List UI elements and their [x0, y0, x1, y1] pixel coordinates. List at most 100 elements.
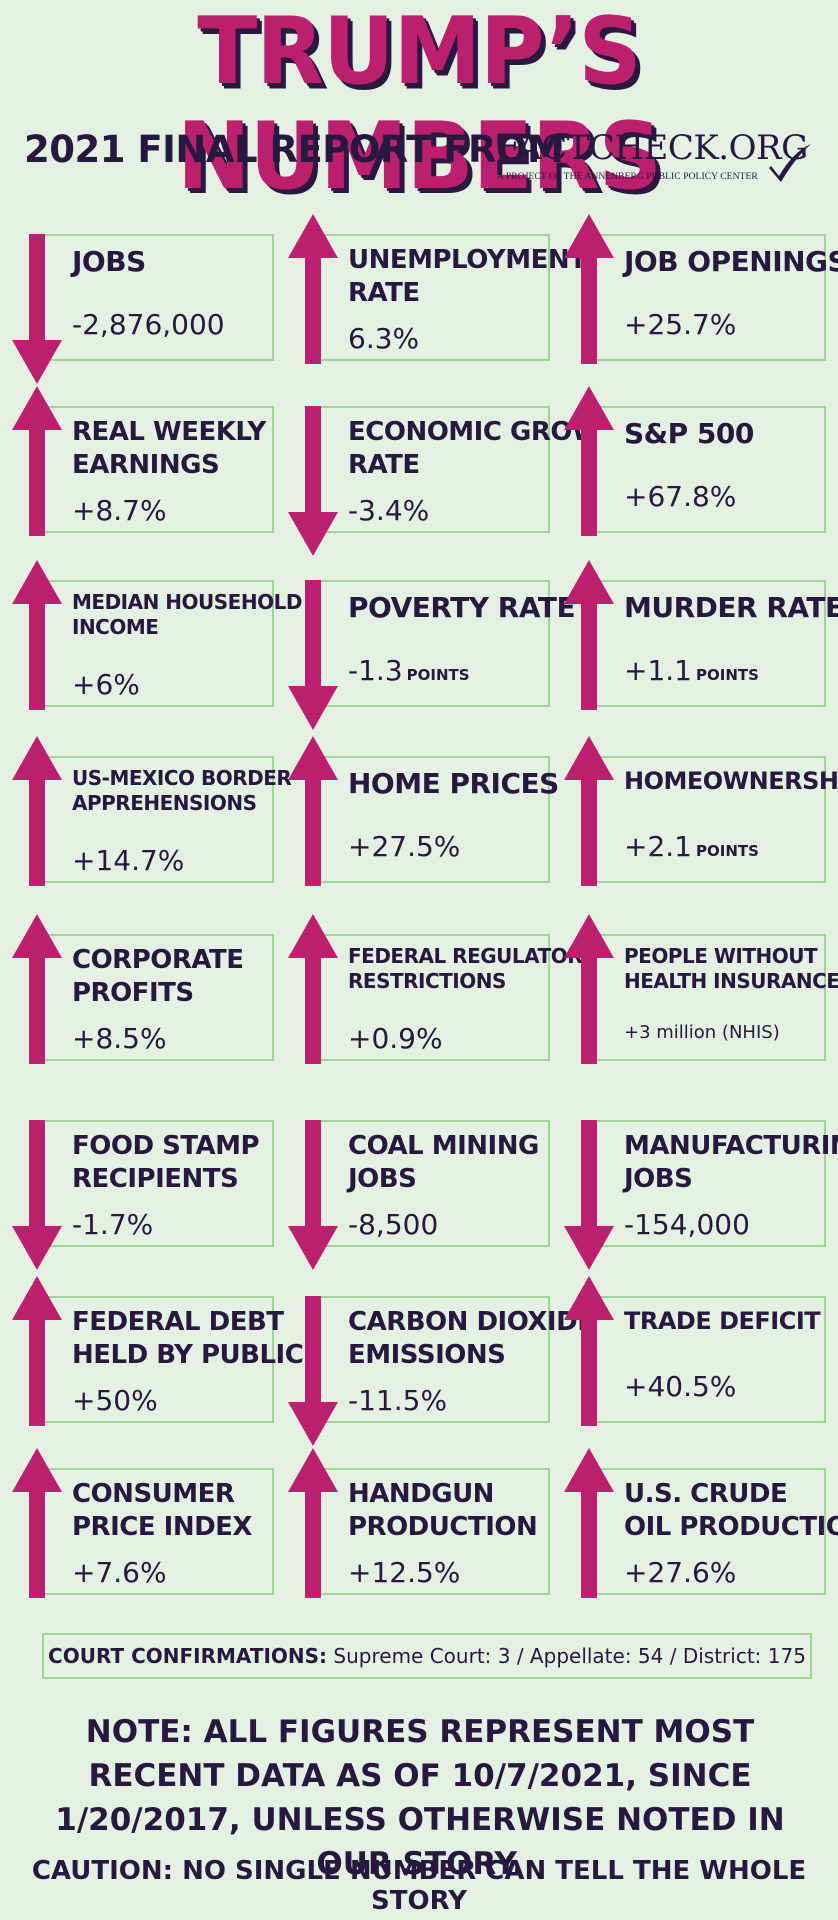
- up-arrow-icon: [12, 1276, 62, 1430]
- metric-value-text: 6.3%: [348, 322, 420, 355]
- metric-value-text: +27.6%: [624, 1556, 737, 1589]
- checkmark-icon: [769, 144, 811, 182]
- up-arrow-icon: [288, 914, 338, 1068]
- metric-value: +12.5%: [348, 1556, 460, 1589]
- up-arrow-icon: [12, 1448, 62, 1602]
- metric-value-text: -1.3: [348, 654, 403, 687]
- metric-value-text: +8.5%: [72, 1022, 167, 1055]
- page-title: TRUMP’S NUMBERS: [176, 0, 662, 211]
- metric-value-text: +12.5%: [348, 1556, 461, 1589]
- up-arrow-icon: [564, 736, 614, 890]
- down-arrow-icon: [12, 1120, 62, 1274]
- metric-label: CONSUMER PRICE INDEX: [72, 1479, 252, 1542]
- metric-box: [590, 756, 826, 883]
- metric-label: JOBS: [72, 245, 146, 278]
- metric-unit: POINTS: [696, 842, 759, 860]
- metric-box: [590, 1468, 826, 1595]
- report-subtitle: 2021 FINAL REPORT FROM: [24, 128, 564, 171]
- metric-tile: CORPORATE PROFITS +8.5%: [8, 914, 278, 1074]
- metric-value: +2.1 POINTS: [624, 830, 759, 863]
- metric-value: -2,876,000: [72, 308, 225, 341]
- metric-value: +3 million (NHIS): [624, 1022, 780, 1043]
- metric-value: +7.6%: [72, 1556, 167, 1589]
- metric-value-text: -8,500: [348, 1208, 439, 1241]
- up-arrow-icon: [12, 560, 62, 714]
- up-arrow-icon: [564, 214, 614, 368]
- metric-label: JOB OPENINGS: [624, 245, 838, 278]
- metric-label: MEDIAN HOUSEHOLD INCOME: [72, 590, 302, 639]
- metric-unit: POINTS: [696, 666, 759, 684]
- metric-tile: PEOPLE WITHOUT HEALTH INSURANCE +3 million…: [560, 914, 838, 1074]
- metric-value: +8.5%: [72, 1022, 167, 1055]
- metric-label: REAL WEEKLY EARNINGS: [72, 417, 266, 480]
- down-arrow-icon: [12, 234, 62, 388]
- metric-box: [38, 934, 274, 1061]
- metric-label: CORPORATE PROFITS: [72, 945, 244, 1008]
- court-label: COURT CONFIRMATIONS:: [48, 1644, 328, 1668]
- metric-value-text: +8.7%: [72, 494, 167, 527]
- metric-value: +25.7%: [624, 308, 736, 341]
- up-arrow-icon: [564, 560, 614, 714]
- metric-value: -1.7%: [72, 1208, 153, 1241]
- metric-label: US-MEXICO BORDER APPREHENSIONS: [72, 766, 292, 815]
- court-text: Supreme Court: 3 / Appellate: 54 / Distr…: [333, 1644, 806, 1668]
- metric-label: FEDERAL DEBT HELD BY PUBLIC: [72, 1307, 304, 1370]
- metric-tile: CARBON DIOXIDE EMISSIONS -11.5%: [284, 1276, 595, 1446]
- metric-value: -3.4%: [348, 494, 429, 527]
- down-arrow-icon: [288, 1120, 338, 1274]
- metric-label: HOME PRICES: [348, 767, 559, 800]
- metric-value: +8.7%: [72, 494, 167, 527]
- metric-tile: JOB OPENINGS +25.7%: [560, 214, 838, 374]
- metric-box: [314, 934, 550, 1061]
- metric-tile: MEDIAN HOUSEHOLD INCOME +6%: [8, 560, 302, 720]
- metric-value-text: +1.1: [624, 654, 692, 687]
- logo-subtitle: A PROJECT OF THE ANNENBERG PUBLIC POLICY…: [497, 172, 758, 182]
- metric-box: [38, 1120, 274, 1247]
- metric-label: TRADE DEFICIT: [624, 1307, 821, 1335]
- metric-value: +50%: [72, 1384, 158, 1417]
- metric-label: FOOD STAMP RECIPIENTS: [72, 1131, 260, 1194]
- up-arrow-icon: [564, 1276, 614, 1430]
- metric-value-text: -11.5%: [348, 1384, 448, 1417]
- up-arrow-icon: [12, 386, 62, 540]
- metric-box: [590, 234, 826, 361]
- up-arrow-icon: [564, 914, 614, 1068]
- metric-value: +40.5%: [624, 1370, 736, 1403]
- metric-box: [38, 1296, 274, 1423]
- metric-value: +14.7%: [72, 844, 184, 877]
- metric-box: [38, 1468, 274, 1595]
- metric-value-text: +2.1: [624, 830, 692, 863]
- metric-tile: MANUFACTURINGJOBS -154,000: [560, 1100, 838, 1270]
- metric-value-text: +27.5%: [348, 830, 461, 863]
- metric-tile: COAL MINING JOBS -8,500: [284, 1100, 554, 1270]
- metric-box: [590, 1296, 826, 1423]
- metric-value: 6.3%: [348, 322, 419, 355]
- metric-tile: TRADE DEFICIT +40.5%: [560, 1276, 830, 1436]
- metric-label: UNEMPLOYMENT RATE: [348, 245, 587, 308]
- metric-label: MANUFACTURINGJOBS: [624, 1131, 838, 1194]
- metric-box: [38, 756, 274, 883]
- metric-tile: CONSUMER PRICE INDEX +7.6%: [8, 1448, 278, 1608]
- metric-tile: FOOD STAMP RECIPIENTS -1.7%: [8, 1100, 278, 1270]
- metric-label: FEDERAL REGULATORY RESTRICTIONS: [348, 944, 596, 993]
- metric-box: [314, 1120, 550, 1247]
- metric-value-text: +14.7%: [72, 844, 185, 877]
- metric-box: [38, 406, 274, 533]
- metric-box: [314, 580, 550, 707]
- metric-value: +1.1 POINTS: [624, 654, 759, 687]
- metric-tile: HOME PRICES +27.5%: [284, 736, 559, 896]
- metric-value-text: +25.7%: [624, 308, 737, 341]
- metric-value-text: -3.4%: [348, 494, 430, 527]
- metric-tile: REAL WEEKLY EARNINGS +8.7%: [8, 386, 278, 546]
- metric-value-text: -154,000: [624, 1208, 750, 1241]
- metric-value: -1.3 POINTS: [348, 654, 470, 687]
- metric-value-text: +67.8%: [624, 480, 737, 513]
- court-confirmations: COURT CONFIRMATIONS: Supreme Court: 3 / …: [42, 1633, 812, 1679]
- down-arrow-icon: [288, 406, 338, 560]
- up-arrow-icon: [288, 214, 338, 368]
- metric-value: +27.6%: [624, 1556, 736, 1589]
- up-arrow-icon: [564, 1448, 614, 1602]
- metric-value: +0.9%: [348, 1022, 443, 1055]
- metric-box: [314, 1296, 550, 1423]
